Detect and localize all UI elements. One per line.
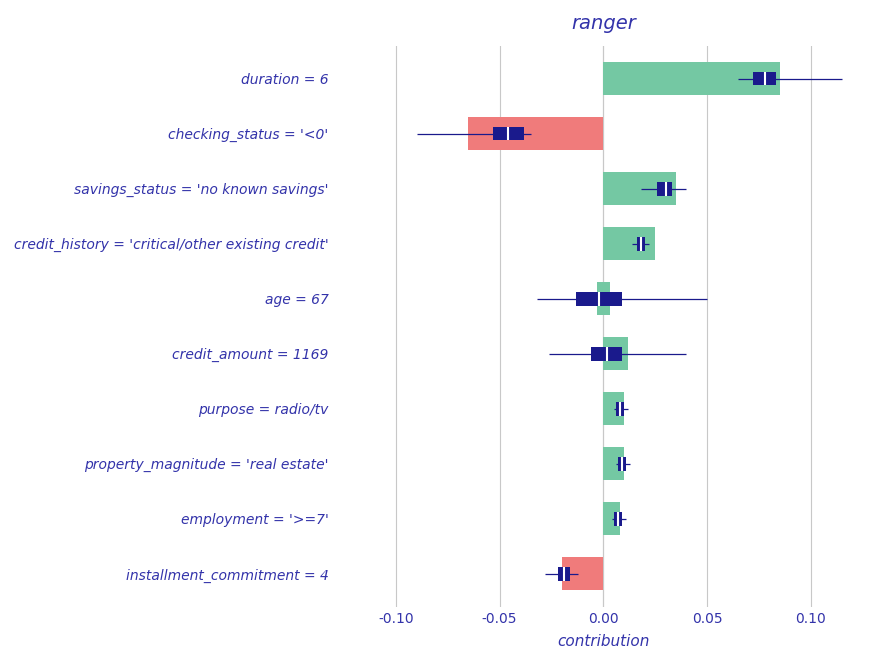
Bar xyxy=(602,62,779,95)
Bar xyxy=(636,237,644,251)
Bar xyxy=(468,117,602,150)
Bar xyxy=(618,457,626,471)
Bar xyxy=(602,392,624,425)
Bar xyxy=(561,558,602,591)
Bar xyxy=(596,282,609,315)
Bar xyxy=(602,448,624,480)
Bar xyxy=(557,567,570,581)
Bar xyxy=(613,512,621,526)
Bar xyxy=(615,402,624,416)
Bar xyxy=(576,292,621,306)
Bar xyxy=(493,127,524,141)
Bar xyxy=(752,72,774,86)
Bar xyxy=(602,337,627,370)
Bar xyxy=(602,172,675,205)
Title: ranger: ranger xyxy=(571,14,635,33)
X-axis label: contribution: contribution xyxy=(556,634,649,649)
Bar xyxy=(657,182,671,196)
Bar xyxy=(602,503,619,535)
Bar xyxy=(602,227,655,260)
Bar xyxy=(590,347,621,361)
